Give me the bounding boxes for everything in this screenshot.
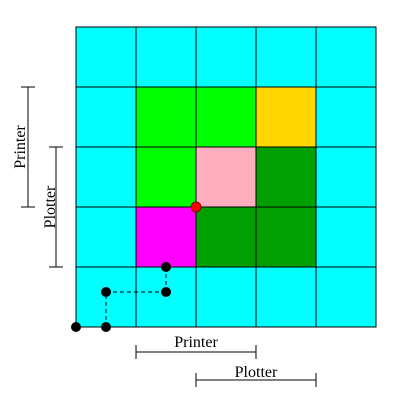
bracket-bottom-first: Printer (135, 334, 257, 359)
path-points (71, 262, 171, 332)
bracket-left-first: Printer (12, 86, 35, 208)
label: Printer (12, 125, 29, 169)
point (161, 262, 171, 272)
point (101, 322, 111, 332)
point (161, 287, 171, 297)
grid-cell (195, 86, 257, 148)
grid-cell (255, 86, 317, 148)
label: Printer (174, 334, 218, 351)
label: Plotter (235, 364, 278, 381)
grid-cell (315, 26, 377, 88)
grid-cell (75, 206, 137, 268)
grid-cell (75, 146, 137, 208)
grid-cell (315, 146, 377, 208)
label: Plotter (42, 185, 59, 228)
grid-cell (255, 26, 317, 88)
grid (75, 26, 377, 328)
grid-cell (255, 206, 317, 268)
grid-cell (135, 206, 197, 268)
grid-cell (255, 146, 317, 208)
bracket-left-second: Plotter (42, 146, 63, 268)
bracket-bottom-second: Plotter (195, 364, 317, 387)
grid-cell (135, 26, 197, 88)
grid-cell (195, 266, 257, 328)
grid-cell (195, 26, 257, 88)
grid-cell (195, 206, 257, 268)
grid-cell (315, 206, 377, 268)
red-point (190, 201, 202, 213)
point (101, 287, 111, 297)
grid-cell (315, 86, 377, 148)
grid-cell (75, 86, 137, 148)
grid-cell (315, 266, 377, 328)
grid-cell (75, 26, 137, 88)
point (71, 322, 81, 332)
grid-cell (135, 86, 197, 148)
grid-cell (135, 146, 197, 208)
grid-cell (255, 266, 317, 328)
grid-cell (195, 146, 257, 208)
